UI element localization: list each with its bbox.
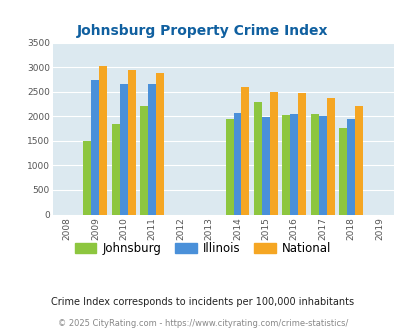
Bar xyxy=(310,114,318,214)
Bar xyxy=(112,124,119,214)
Text: Crime Index corresponds to incidents per 100,000 inhabitants: Crime Index corresponds to incidents per… xyxy=(51,297,354,307)
Bar xyxy=(346,119,354,214)
Text: © 2025 CityRating.com - https://www.cityrating.com/crime-statistics/: © 2025 CityRating.com - https://www.city… xyxy=(58,319,347,328)
Bar xyxy=(269,92,277,214)
Bar xyxy=(225,119,233,214)
Bar xyxy=(282,115,290,214)
Legend: Johnsburg, Illinois, National: Johnsburg, Illinois, National xyxy=(70,237,335,260)
Bar xyxy=(326,98,334,214)
Text: Johnsburg Property Crime Index: Johnsburg Property Crime Index xyxy=(77,24,328,38)
Bar xyxy=(354,106,362,214)
Bar xyxy=(83,141,91,214)
Bar xyxy=(156,73,164,215)
Bar xyxy=(318,116,326,214)
Bar xyxy=(290,114,298,214)
Bar xyxy=(91,80,99,214)
Bar xyxy=(298,93,305,214)
Bar xyxy=(128,70,135,214)
Bar xyxy=(99,66,107,214)
Bar xyxy=(241,87,249,214)
Bar xyxy=(339,128,346,214)
Bar xyxy=(254,102,261,214)
Bar xyxy=(119,83,128,214)
Bar xyxy=(140,106,148,214)
Bar xyxy=(261,117,269,214)
Bar xyxy=(233,113,241,214)
Bar xyxy=(148,83,156,214)
